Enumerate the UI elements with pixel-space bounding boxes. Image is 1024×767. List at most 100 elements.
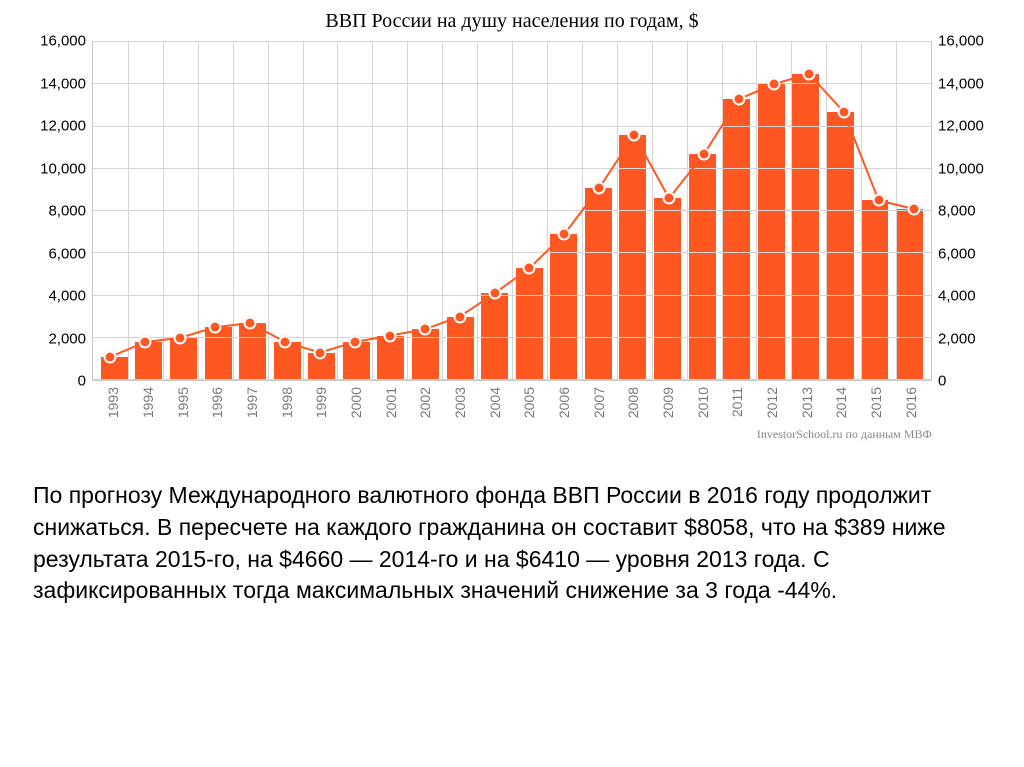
bar-slot [477,42,512,380]
bar-slot [581,42,616,380]
x-tick-label: 1996 [209,387,225,418]
data-marker [104,350,117,363]
x-tick-label: 2014 [833,387,849,418]
x-tick-label: 2007 [591,387,607,418]
x-tick-label: 2000 [348,387,364,418]
x-tick-label: 1994 [140,387,156,418]
bar-slot [235,42,270,380]
x-axis: 1993199419951996199719981999200020012002… [92,381,932,421]
y-axis-left: 16,00014,00012,00010,0008,0006,0004,0002… [32,41,92,381]
data-marker [907,202,920,215]
plot-row: 16,00014,00012,00010,0008,0006,0004,0002… [32,41,992,381]
x-tick-label: 2015 [868,387,884,418]
data-marker [523,262,536,275]
bar-slot [166,42,201,380]
data-marker [558,228,571,241]
bar-slot [270,42,305,380]
bar [377,336,404,380]
bar-slot [304,42,339,380]
y-tick-label: 2,000 [938,331,976,346]
x-tick-label: 2005 [521,387,537,418]
x-tick-label: 1993 [105,387,121,418]
y-tick-label: 16,000 [938,34,984,49]
x-tick-label: 2008 [625,387,641,418]
y-tick-label: 12,000 [40,119,86,134]
x-tick-label: 2012 [764,387,780,418]
x-tick-label: 2003 [452,387,468,418]
y-tick-label: 6,000 [938,246,976,261]
bar-slot [132,42,167,380]
bar-slot [685,42,720,380]
data-marker [698,147,711,160]
x-tick-label: 2013 [799,387,815,418]
y-tick-label: 10,000 [40,161,86,176]
bar [827,112,854,380]
bar-slot [858,42,893,380]
y-tick-label: 14,000 [938,76,984,91]
bar-slot [789,42,824,380]
data-marker [732,93,745,106]
x-tick-label: 2016 [903,387,919,418]
y-tick-label: 12,000 [938,119,984,134]
x-tick-label: 1997 [244,387,260,418]
bar-slot [339,42,374,380]
y-tick-label: 0 [938,374,946,389]
data-marker [663,192,676,205]
data-marker [279,335,292,348]
data-marker [139,335,152,348]
x-tick-label: 2010 [695,387,711,418]
bar [447,317,474,380]
plot-area [92,41,932,381]
bar-slot [754,42,789,380]
x-tick-label: 2006 [556,387,572,418]
x-tick-label: 2011 [729,387,745,417]
source-attribution: InvestorSchool.ru по данным МВФ [32,427,932,442]
data-marker [383,329,396,342]
x-tick-label: 1998 [279,387,295,418]
y-tick-label: 10,000 [938,161,984,176]
bar [758,84,785,380]
bar [792,74,819,380]
y-tick-label: 0 [78,374,86,389]
bar [239,323,266,380]
x-tick-label: 2001 [383,387,399,418]
data-marker [802,67,815,80]
chart-title: ВВП России на душу населения по годам, $ [32,10,992,33]
gdp-chart: ВВП России на душу населения по годам, $… [32,10,992,442]
data-marker [174,331,187,344]
x-tick-label: 2002 [417,387,433,418]
bar [550,234,577,380]
bar-slot [547,42,582,380]
y-tick-label: 16,000 [40,34,86,49]
data-marker [628,128,641,141]
bar [689,154,716,380]
y-tick-label: 6,000 [48,246,86,261]
bar [862,200,889,380]
x-tick-label: 1995 [175,387,191,418]
data-marker [837,105,850,118]
data-marker [453,310,466,323]
bar-slot [650,42,685,380]
bar [619,135,646,380]
bar-slot [443,42,478,380]
y-tick-label: 14,000 [40,76,86,91]
y-tick-label: 8,000 [48,204,86,219]
data-marker [209,321,222,334]
bar [205,327,232,380]
data-marker [593,181,606,194]
y-tick-label: 8,000 [938,204,976,219]
data-marker [313,346,326,359]
data-marker [348,335,361,348]
data-marker [872,194,885,207]
bar-slot [616,42,651,380]
bar [585,188,612,380]
description-paragraph: По прогнозу Международного валютного фон… [25,480,999,607]
data-marker [244,316,257,329]
bar-slot [823,42,858,380]
bar [723,99,750,380]
y-tick-label: 4,000 [48,289,86,304]
x-tick-label: 2009 [660,387,676,418]
bar-slot [512,42,547,380]
y-tick-label: 4,000 [938,289,976,304]
bar [654,198,681,380]
